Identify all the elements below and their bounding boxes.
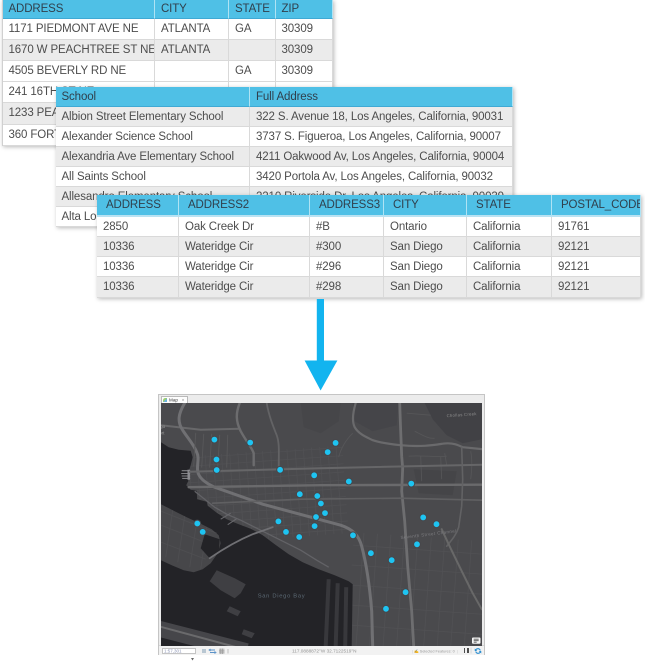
svg-text:iego: iego bbox=[161, 424, 166, 429]
svg-text:Chollas Creek: Chollas Creek bbox=[446, 411, 477, 418]
svg-text:Seventh Street Channel: Seventh Street Channel bbox=[400, 528, 457, 540]
svg-text:port: port bbox=[161, 430, 165, 435]
svg-text:San Diego Bay: San Diego Bay bbox=[257, 593, 305, 599]
